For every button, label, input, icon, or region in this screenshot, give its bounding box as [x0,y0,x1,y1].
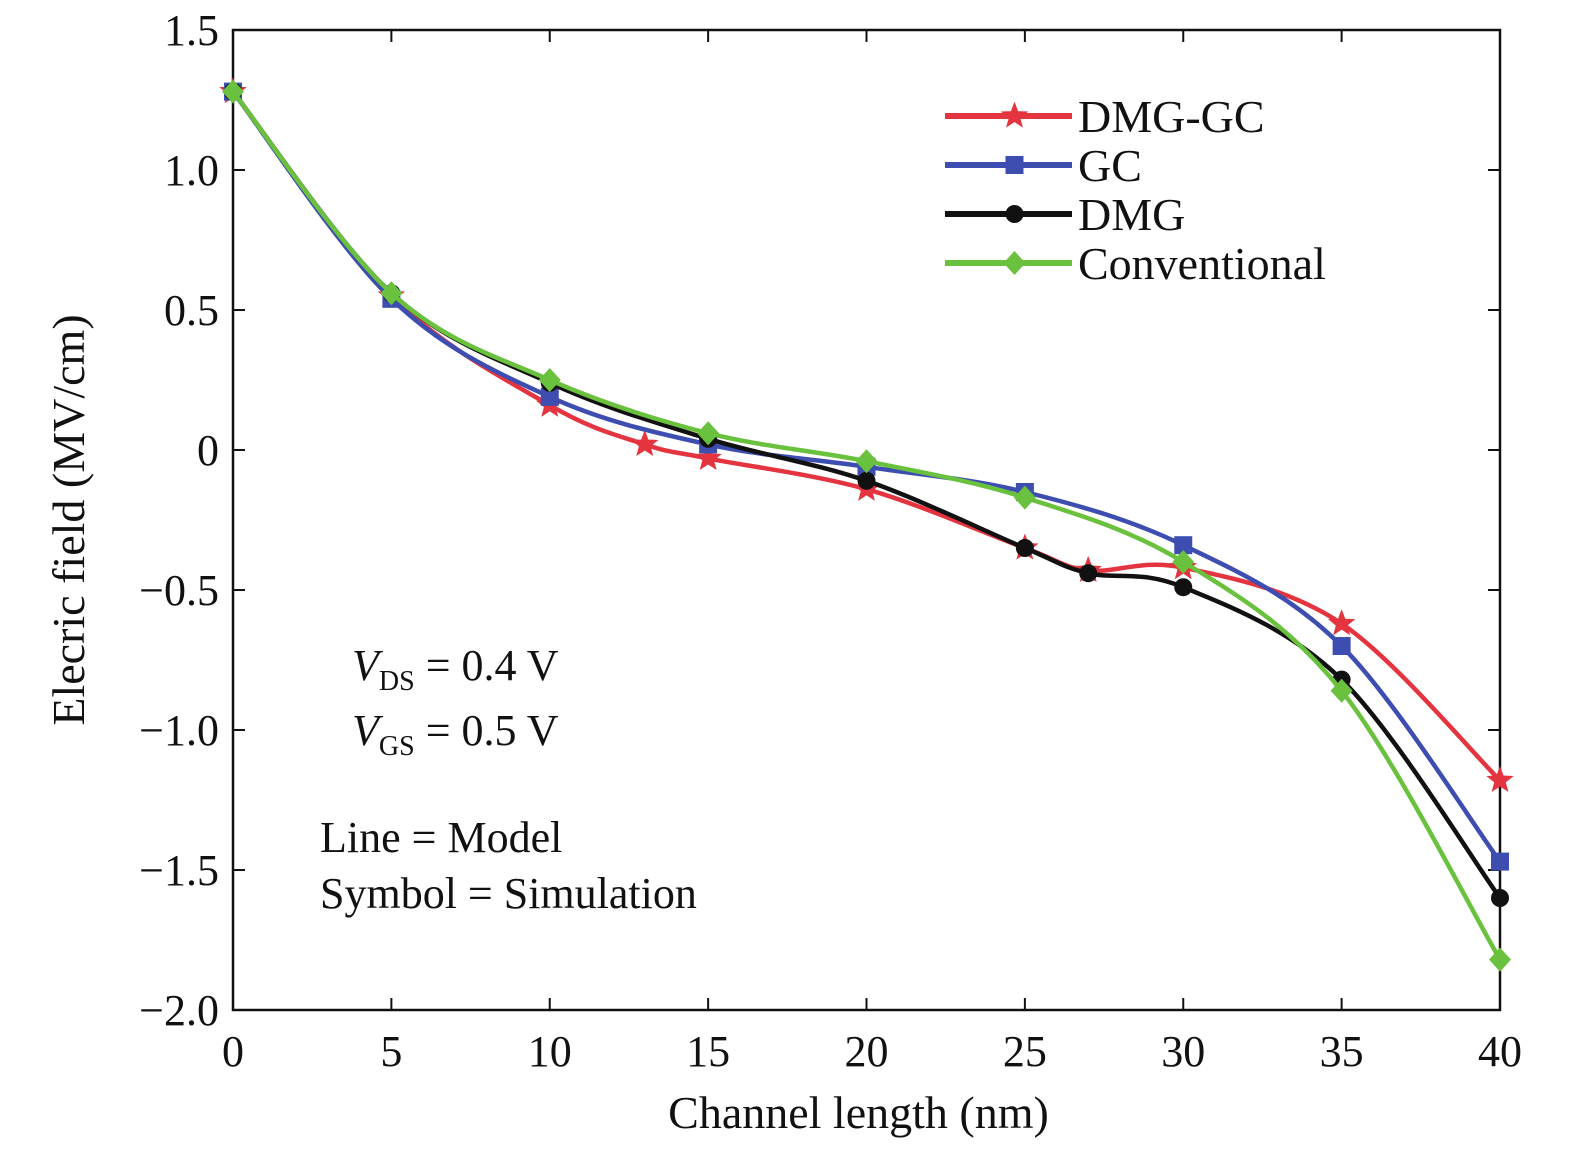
data-point-conventional [538,368,561,392]
x-tick-label: 15 [686,1027,730,1076]
x-tick-label: 20 [845,1027,889,1076]
vds-value: = 0.4 V [415,641,559,690]
vgs-subscript: GS [379,731,415,762]
legend-label-dmg-gc: DMG-GC [1078,91,1265,142]
data-point-dmg [1079,564,1098,583]
legend-label-conventional: Conventional [1078,238,1326,289]
vds-annotation: VDS = 0.4 V [352,641,559,697]
data-point-conventional [380,281,403,306]
data-point-dmg [1174,578,1193,597]
y-tick-label: 0 [197,426,219,475]
x-tick-label: 30 [1161,1027,1205,1076]
data-point-dmg [1015,539,1034,557]
vgs-annotation: VGS = 0.5 V [352,706,559,762]
data-point-dmg-gc [694,443,722,471]
data-point-gc [540,387,559,406]
x-tick-label: 0 [222,1027,244,1076]
y-axis-label: Elecric field (MV/cm) [43,314,94,725]
series-layer [219,77,1514,972]
y-tick-label: 1.0 [164,146,219,195]
legend-item-dmg: DMG [945,189,1185,240]
legend-marker-gc [1005,156,1024,174]
y-tick-label: −0.5 [139,566,219,615]
y-tick-label: −2.0 [139,986,219,1035]
data-point-dmg-gc [1486,765,1514,793]
legend-label-gc: GC [1078,140,1142,191]
data-point-gc [1332,637,1351,655]
legend-marker-conventional [1003,251,1026,275]
y-tick-label: −1.5 [139,846,219,895]
vds-symbol: V [352,641,384,690]
legend-label-dmg: DMG [1078,189,1185,240]
x-tick-label: 10 [528,1027,572,1076]
data-point-conventional [1172,550,1195,574]
data-point-dmg [857,471,876,490]
data-point-conventional [855,449,878,474]
data-point-gc [1174,536,1193,555]
y-tick-label: 1.5 [164,6,219,55]
data-point-dmg-gc [1327,609,1356,636]
x-tick-label: 25 [1003,1027,1047,1076]
vgs-value: = 0.5 V [415,706,559,755]
legend-marker-dmg [1005,205,1024,223]
legend-item-gc: GC [945,140,1142,191]
y-tick-label: 0.5 [164,286,219,335]
series-conventional [222,79,1511,972]
data-point-conventional [1489,947,1511,972]
annotation-layer: VDS = 0.4 V VGS = 0.5 V Line = Model Sym… [320,641,697,918]
x-tick-label: 5 [380,1027,402,1076]
data-point-conventional [697,421,720,446]
y-tick-label: −1.0 [139,706,219,755]
symbol-simulation-note: Symbol = Simulation [320,869,697,918]
line-model-note: Line = Model [320,813,562,862]
plot-frame [231,28,1502,1012]
data-point-conventional [1013,485,1036,510]
data-point-dmg-gc [631,429,659,457]
data-point-conventional [1330,678,1353,703]
vgs-symbol: V [352,706,384,755]
axes-layer: 0 5 10 15 20 25 30 35 40 1.5 1.0 0.5 0 −0.5 −1.0 −1.5 −2… [43,6,1522,1138]
data-point-gc [1491,852,1509,871]
legend-item-dmg-gc: DMG-GC [945,91,1265,142]
legend-item-conventional: Conventional [945,238,1326,289]
data-point-conventional [222,79,244,104]
data-point-dmg [1491,889,1509,907]
vds-subscript: DS [379,666,415,697]
legend-marker-dmg-gc [1000,101,1029,128]
x-tick-label: 35 [1320,1027,1364,1076]
x-tick-label: 40 [1478,1027,1522,1076]
x-axis-label: Channel length (nm) [668,1087,1049,1138]
